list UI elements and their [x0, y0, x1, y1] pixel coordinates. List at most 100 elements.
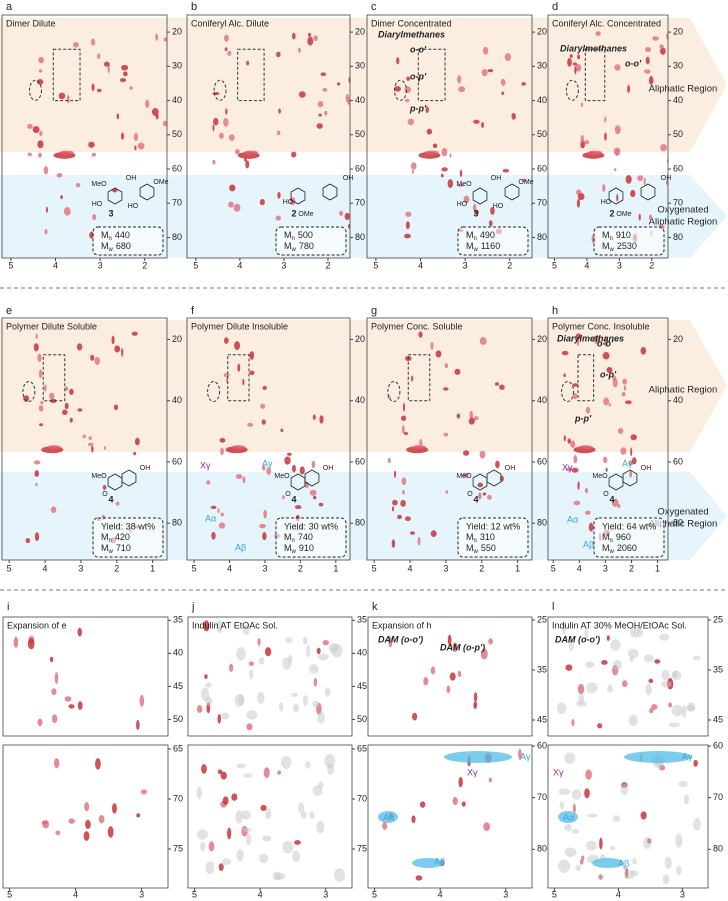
y-tick-label: 50	[173, 714, 183, 724]
y-tick-label: 45	[537, 714, 547, 724]
peak	[405, 98, 410, 103]
peak	[249, 351, 255, 360]
y-tick-label: 40	[355, 395, 365, 405]
peak	[92, 214, 97, 221]
peak	[212, 124, 215, 132]
x-tick-label: 4	[577, 563, 582, 573]
peak	[468, 417, 475, 425]
peak	[645, 47, 652, 53]
peak	[212, 92, 220, 96]
peak	[206, 480, 211, 485]
peak	[567, 57, 572, 67]
peak	[243, 150, 258, 155]
y-tick-label: 70	[673, 198, 683, 208]
peak	[648, 214, 653, 221]
peak	[316, 123, 323, 129]
peak	[316, 820, 325, 834]
symbol: M	[101, 230, 109, 240]
peak	[452, 797, 458, 806]
peak	[225, 108, 228, 115]
peak	[401, 477, 407, 486]
annotation: p-p'	[574, 413, 592, 423]
peak	[64, 386, 69, 391]
peak	[499, 384, 505, 390]
compound-number: 3	[473, 208, 478, 218]
molar-mass: Mw 1160	[466, 241, 500, 252]
symbol: M	[101, 241, 109, 251]
peak	[33, 460, 41, 465]
peak	[643, 836, 652, 849]
y-tick-label: 60	[172, 456, 182, 466]
peak	[575, 64, 582, 72]
peak	[262, 532, 267, 541]
peak	[601, 659, 608, 665]
peaks	[556, 621, 701, 729]
y-tick-label: 35	[713, 664, 723, 674]
peak	[648, 678, 654, 684]
region-label: Aliphatic Region	[649, 519, 718, 530]
peak	[643, 654, 654, 663]
peak	[603, 336, 607, 344]
y-tick-label: 50	[673, 129, 683, 139]
y-tick-label: 65	[357, 743, 367, 753]
peak	[223, 373, 230, 378]
peak	[575, 333, 582, 340]
panel: f 20 40 60 80 Polymer Dilute Insoluble 5 4 3 2 1 Me…	[186, 305, 365, 573]
yield: Yield: 38 wt%	[101, 521, 155, 531]
peak	[588, 522, 594, 532]
peaks	[13, 627, 145, 731]
peak	[402, 402, 406, 412]
panel-letter: l	[552, 601, 554, 613]
peak	[257, 691, 265, 704]
peak	[488, 220, 493, 227]
y-tick-label: 80	[713, 844, 723, 854]
peak	[112, 188, 118, 193]
peak	[645, 56, 650, 65]
peak	[643, 69, 651, 74]
y-tick-label: 40	[673, 395, 683, 405]
plot-frame	[2, 616, 169, 737]
structure-label: HO	[601, 199, 612, 206]
peak	[247, 422, 254, 427]
dashed-region	[28, 79, 42, 101]
peak	[317, 101, 324, 108]
peak	[401, 425, 405, 434]
peak	[660, 680, 672, 688]
peak	[585, 682, 598, 694]
symbol: M	[284, 241, 292, 251]
subscript: w	[609, 247, 615, 253]
peak	[637, 175, 644, 182]
peak	[585, 510, 591, 515]
peak	[580, 102, 584, 108]
structure-label: OH	[505, 465, 516, 472]
peak	[668, 722, 680, 728]
ring	[504, 183, 520, 201]
peak	[35, 333, 38, 340]
ring	[290, 187, 306, 205]
peak	[676, 865, 682, 875]
value: 960	[616, 532, 631, 542]
x-tick-label: 1	[655, 563, 660, 573]
peak	[294, 840, 301, 845]
peak	[608, 402, 611, 407]
peak	[518, 748, 522, 760]
x-tick-label: 5	[192, 563, 197, 573]
peak	[243, 773, 253, 778]
peak	[313, 35, 318, 41]
value: 490	[480, 230, 495, 240]
peak	[564, 847, 577, 858]
plot-frame	[547, 14, 669, 259]
peak	[511, 112, 516, 120]
peak	[481, 69, 488, 77]
peak	[210, 505, 217, 510]
info-box	[92, 226, 164, 256]
x-tick-label: 3	[78, 563, 83, 573]
x-tick-label: 3	[680, 889, 685, 899]
structure-label: OH	[323, 465, 334, 472]
annotation: Xγ	[467, 767, 478, 777]
peak	[275, 215, 281, 221]
peak	[27, 638, 35, 650]
peak	[217, 627, 223, 634]
x-tick-label: 3	[323, 889, 328, 899]
peak	[615, 148, 619, 157]
